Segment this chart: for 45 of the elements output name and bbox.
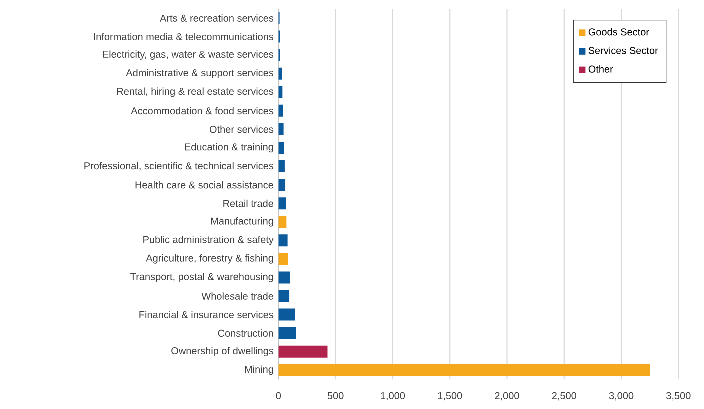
y-tick-label: Ownership of dwellings <box>172 347 274 357</box>
y-tick-label: Electricity, gas, water & waste services <box>103 50 274 60</box>
x-tick-label: 2,500 <box>552 392 576 401</box>
y-tick-label: Education & training <box>185 143 274 153</box>
x-tick-label: 1,000 <box>381 392 406 401</box>
x-tick-label: 0 <box>276 392 282 400</box>
bar <box>278 198 286 210</box>
y-tick-label: Administrative & support services <box>126 69 274 79</box>
y-tick-label: Transport, postal & warehousing <box>130 273 274 282</box>
bar <box>278 142 284 154</box>
x-tick-label: 3,500 <box>666 392 691 401</box>
bar <box>278 216 287 228</box>
legend-label: Goods Sector <box>588 28 650 36</box>
bar <box>278 160 285 173</box>
y-tick-label: Arts & recreation services <box>160 14 274 22</box>
bar <box>278 253 288 266</box>
y-tick-label: Rental, hiring & real estate services <box>117 88 274 98</box>
y-tick-label: Information media & telecommunications <box>94 33 274 40</box>
x-tick-label: 500 <box>328 392 344 400</box>
bar <box>278 364 650 376</box>
legend-label: Other <box>588 66 614 73</box>
y-tick-label: Manufacturing <box>211 217 274 227</box>
y-tick-label: Professional, scientific & technical services <box>84 162 274 171</box>
bar <box>278 290 290 302</box>
y-tick-label: Wholesale trade <box>202 292 274 300</box>
legend-label: Services Sector <box>588 46 658 54</box>
bar <box>278 179 286 192</box>
y-tick-label: Other services <box>210 126 274 134</box>
y-tick-label: Accommodation & food services <box>131 107 274 115</box>
y-tick-label: Retail trade <box>224 200 274 208</box>
x-tick-label: 1,500 <box>438 392 462 401</box>
x-tick-label: 2,000 <box>495 392 520 401</box>
y-tick-label: Public administration & safety <box>144 236 274 246</box>
y-tick-label: Mining <box>245 366 274 376</box>
bar <box>278 234 288 247</box>
bar <box>278 346 328 358</box>
y-tick-label: Financial & insurance services <box>140 311 274 318</box>
bar <box>278 272 290 284</box>
bar <box>278 327 296 340</box>
y-tick-label: Agriculture, forestry & fishing <box>146 254 274 264</box>
x-tick-label: 3,000 <box>609 392 634 401</box>
y-tick-label: Health care & social assistance <box>136 181 274 189</box>
bar <box>278 123 284 136</box>
y-tick-label: Construction <box>218 330 274 338</box>
bar <box>278 308 296 321</box>
